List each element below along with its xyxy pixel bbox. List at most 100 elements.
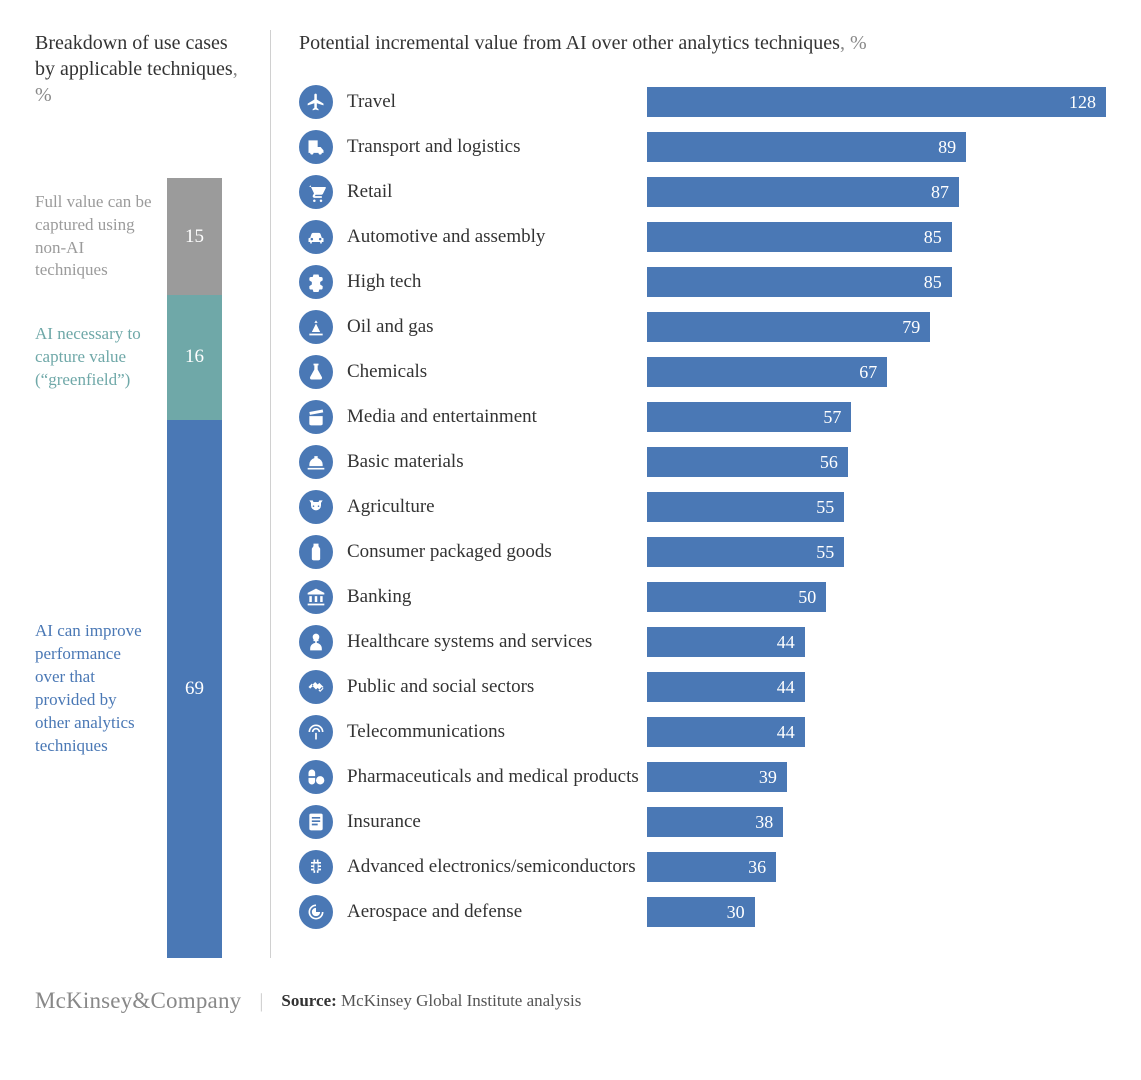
chart-row: Agriculture55	[299, 489, 1106, 525]
chart-row: Healthcare systems and services44	[299, 624, 1106, 660]
row-label: Agriculture	[347, 496, 647, 518]
bottle-icon	[299, 535, 333, 569]
chart-row: Transport and logistics89	[299, 129, 1106, 165]
bar-fill: 128	[647, 87, 1106, 117]
bar-track: 87	[647, 177, 1106, 207]
plane-icon	[299, 85, 333, 119]
row-label: Consumer packaged goods	[347, 541, 647, 563]
incremental-title-suffix: , %	[840, 32, 867, 54]
bar-track: 85	[647, 267, 1106, 297]
oil-icon	[299, 310, 333, 344]
source: Source: McKinsey Global Institute analys…	[281, 991, 581, 1011]
stacked-segment: 69	[167, 420, 222, 958]
bar-fill: 39	[647, 762, 787, 792]
row-label: Oil and gas	[347, 316, 647, 338]
row-label: Pharmaceuticals and medical products	[347, 766, 647, 788]
chart-row: Telecommunications44	[299, 714, 1106, 750]
bar-fill: 38	[647, 807, 783, 837]
chart-row: Advanced electronics/semiconductors36	[299, 849, 1106, 885]
bar-fill: 87	[647, 177, 959, 207]
row-label: Public and social sectors	[347, 676, 647, 698]
stacked-segment: 16	[167, 295, 222, 420]
row-label: Basic materials	[347, 451, 647, 473]
handshake-icon	[299, 670, 333, 704]
row-label: Aerospace and defense	[347, 901, 647, 923]
bar-fill: 36	[647, 852, 776, 882]
stacked-segment-label: AI can improve performance over that pro…	[35, 420, 155, 958]
chart-row: Consumer packaged goods55	[299, 534, 1106, 570]
radar-icon	[299, 895, 333, 929]
bar-fill: 44	[647, 717, 805, 747]
breakdown-panel: Breakdown of use cases by applicable tec…	[35, 30, 245, 958]
chart-row: Chemicals67	[299, 354, 1106, 390]
row-label: Travel	[347, 91, 647, 113]
bar-track: 57	[647, 402, 1106, 432]
incremental-title-main: Potential incremental value from AI over…	[299, 32, 840, 54]
flask-icon	[299, 355, 333, 389]
stacked-segment-label: Full value can be captured using non-AI …	[35, 178, 155, 295]
hardhat-icon	[299, 445, 333, 479]
chart-row: Banking50	[299, 579, 1106, 615]
bar-fill: 44	[647, 672, 805, 702]
bar-fill: 57	[647, 402, 851, 432]
antenna-icon	[299, 715, 333, 749]
chart-row: Retail87	[299, 174, 1106, 210]
bar-fill: 30	[647, 897, 755, 927]
row-label: Banking	[347, 586, 647, 608]
bar-track: 44	[647, 672, 1106, 702]
footer-divider: |	[259, 990, 263, 1013]
source-text: McKinsey Global Institute analysis	[341, 991, 581, 1010]
bar-fill: 67	[647, 357, 887, 387]
bar-track: 85	[647, 222, 1106, 252]
row-label: Healthcare systems and services	[347, 631, 647, 653]
chart-row: High tech85	[299, 264, 1106, 300]
chart-row: Insurance38	[299, 804, 1106, 840]
bar-track: 56	[647, 447, 1106, 477]
incremental-value-panel: Potential incremental value from AI over…	[270, 30, 1106, 958]
bar-track: 55	[647, 492, 1106, 522]
bar-track: 39	[647, 762, 1106, 792]
bar-fill: 79	[647, 312, 930, 342]
brand-logo: McKinsey&Company	[35, 988, 241, 1014]
incremental-title: Potential incremental value from AI over…	[299, 30, 1106, 56]
bar-fill: 89	[647, 132, 966, 162]
footer: McKinsey&Company | Source: McKinsey Glob…	[35, 988, 1106, 1014]
row-label: Media and entertainment	[347, 406, 647, 428]
pills-icon	[299, 760, 333, 794]
chart-row: Oil and gas79	[299, 309, 1106, 345]
truck-icon	[299, 130, 333, 164]
bar-fill: 55	[647, 537, 844, 567]
stacked-segment-label: AI necessary to capture value (“greenfie…	[35, 295, 155, 420]
stacked-bar-chart: Full value can be captured using non-AI …	[35, 178, 245, 958]
cow-icon	[299, 490, 333, 524]
chart-row: Automotive and assembly85	[299, 219, 1106, 255]
chip-icon	[299, 850, 333, 884]
chart-row: Public and social sectors44	[299, 669, 1106, 705]
row-label: Advanced electronics/semiconductors	[347, 856, 647, 878]
form-icon	[299, 805, 333, 839]
bar-fill: 55	[647, 492, 844, 522]
row-label: Automotive and assembly	[347, 226, 647, 248]
breakdown-title-main: Breakdown of use cases by applicable tec…	[35, 32, 233, 80]
row-label: Retail	[347, 181, 647, 203]
bar-track: 50	[647, 582, 1106, 612]
bar-fill: 56	[647, 447, 848, 477]
bank-icon	[299, 580, 333, 614]
chart-row: Travel128	[299, 84, 1106, 120]
bar-track: 128	[647, 87, 1106, 117]
robot-icon	[299, 265, 333, 299]
chart-row: Media and entertainment57	[299, 399, 1106, 435]
row-label: Insurance	[347, 811, 647, 833]
bar-track: 44	[647, 717, 1106, 747]
bar-track: 38	[647, 807, 1106, 837]
row-label: High tech	[347, 271, 647, 293]
bar-chart-rows: Travel128Transport and logistics89Retail…	[299, 84, 1106, 930]
bar-track: 79	[647, 312, 1106, 342]
row-label: Chemicals	[347, 361, 647, 383]
bar-track: 36	[647, 852, 1106, 882]
breakdown-title: Breakdown of use cases by applicable tec…	[35, 30, 245, 108]
medic-icon	[299, 625, 333, 659]
source-label: Source:	[281, 991, 336, 1010]
row-label: Transport and logistics	[347, 136, 647, 158]
bar-fill: 85	[647, 267, 952, 297]
